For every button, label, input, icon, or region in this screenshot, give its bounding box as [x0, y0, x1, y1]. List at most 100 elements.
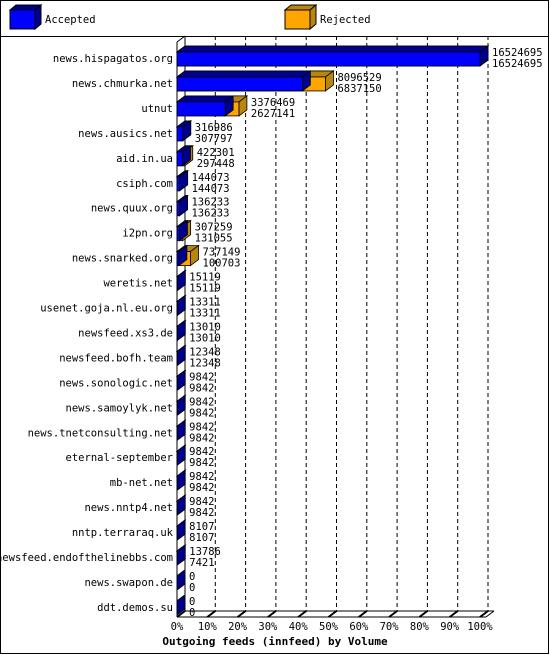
data-label: 9842 [189, 496, 214, 508]
y-tick-label: newsfeed.xs3.de [78, 327, 173, 339]
x-tick-label: 90% [440, 621, 460, 633]
y-tick-label: news.hispagatos.org [53, 53, 173, 65]
data-label: 9842 [189, 446, 214, 458]
data-label: 307797 [195, 133, 233, 145]
bar-face [176, 176, 181, 192]
bar-face [176, 126, 184, 142]
bar [175, 95, 235, 117]
data-label: 131055 [195, 233, 233, 245]
bar [175, 444, 187, 467]
bar [175, 70, 312, 92]
tick-mark [388, 610, 398, 618]
data-label: 16524695 [492, 47, 543, 59]
x-tick-label: 30% [258, 621, 278, 633]
bar [175, 544, 187, 566]
y-tick-label: news.samoylyk.net [66, 402, 173, 414]
x-tick-label: 70% [380, 621, 400, 633]
y-tick-label: nntp.terraraq.uk [72, 527, 174, 539]
tick-mark [206, 610, 216, 618]
data-label: 13010 [189, 332, 221, 344]
x-tick-label: 60% [349, 621, 369, 633]
data-label: 2627141 [251, 108, 295, 120]
data-label: 6837150 [337, 83, 381, 95]
data-label: 100703 [203, 258, 241, 270]
legend-swatch [284, 9, 311, 30]
y-tick-label: newsfeed.bofh.team [59, 352, 173, 364]
data-label: 12348 [189, 357, 221, 369]
legend-label: Rejected [320, 14, 371, 26]
y-tick-label: i2pn.org [122, 228, 173, 240]
bar [175, 145, 192, 167]
y-tick-label: csiph.com [116, 178, 173, 190]
bar-face [176, 151, 183, 167]
bar [175, 469, 187, 491]
bar-face [176, 569, 186, 591]
bar-face [176, 594, 186, 616]
bar [175, 294, 187, 317]
data-label: 16524695 [492, 58, 543, 70]
data-label: 9842 [189, 407, 214, 419]
y-tick-label: news.tnetconsulting.net [28, 427, 173, 439]
legend-label: Accepted [45, 14, 96, 26]
y-tick-label: news.swapon.de [84, 577, 173, 589]
bar [175, 519, 187, 541]
data-label: 9842 [189, 471, 214, 483]
bar [175, 269, 187, 292]
data-label: 9842 [189, 432, 214, 444]
y-tick-label: news.snarked.org [72, 253, 173, 265]
bar-face [175, 45, 490, 53]
data-label: 13786 [189, 546, 221, 558]
bar [176, 569, 186, 591]
x-tick-label: 50% [319, 621, 339, 633]
x-tick-label: 10% [198, 621, 218, 633]
data-label: 9842 [189, 507, 214, 519]
y-tick-label: news.sonologic.net [59, 377, 173, 389]
data-label: 15119 [189, 272, 221, 284]
bar-face [176, 251, 180, 267]
data-label: 0 [189, 571, 195, 583]
tick-mark [327, 610, 338, 618]
tick-mark [418, 610, 428, 618]
data-label: 0 [189, 596, 195, 608]
bar-face [175, 95, 235, 103]
data-label: 12348 [189, 346, 221, 358]
bar-face [176, 76, 303, 92]
data-label: 422301 [197, 147, 235, 159]
data-label: 737149 [203, 247, 241, 259]
y-tick-label: weretis.net [103, 278, 173, 290]
x-tick-label: 0% [171, 621, 184, 633]
tick-mark [237, 610, 247, 618]
x-tick-label: 100% [467, 621, 493, 633]
x-tick-label: 20% [228, 621, 248, 633]
bar [175, 120, 192, 142]
y-tick-label: newsfeed.endofthelinebbs.com [0, 552, 173, 564]
bar [175, 194, 189, 217]
data-label: 9842 [189, 421, 214, 433]
data-label: 0 [189, 607, 195, 619]
data-label: 8107 [189, 532, 214, 544]
tick-mark [479, 610, 489, 618]
data-label: 136233 [191, 208, 229, 220]
bar [175, 344, 187, 367]
bar [175, 494, 187, 516]
axis-line [485, 610, 495, 618]
y-tick-label: aid.in.ua [116, 153, 173, 165]
bar [175, 169, 189, 192]
data-label: 136233 [191, 197, 229, 209]
bar-face [176, 226, 180, 242]
y-tick-label: news.ausics.net [78, 128, 173, 140]
data-label: 297448 [197, 158, 235, 170]
tick-mark [449, 610, 459, 618]
chart-title: Outgoing feeds (innfeed) by Volume [162, 635, 388, 648]
data-label: 144073 [192, 172, 230, 184]
data-label: 316986 [195, 122, 233, 134]
legend-swatch-side [34, 3, 42, 31]
data-label: 9842 [189, 371, 214, 383]
data-label: 9842 [189, 396, 214, 408]
data-label: 3376469 [251, 97, 295, 109]
bar-face [176, 51, 481, 67]
bar-face [176, 101, 226, 117]
